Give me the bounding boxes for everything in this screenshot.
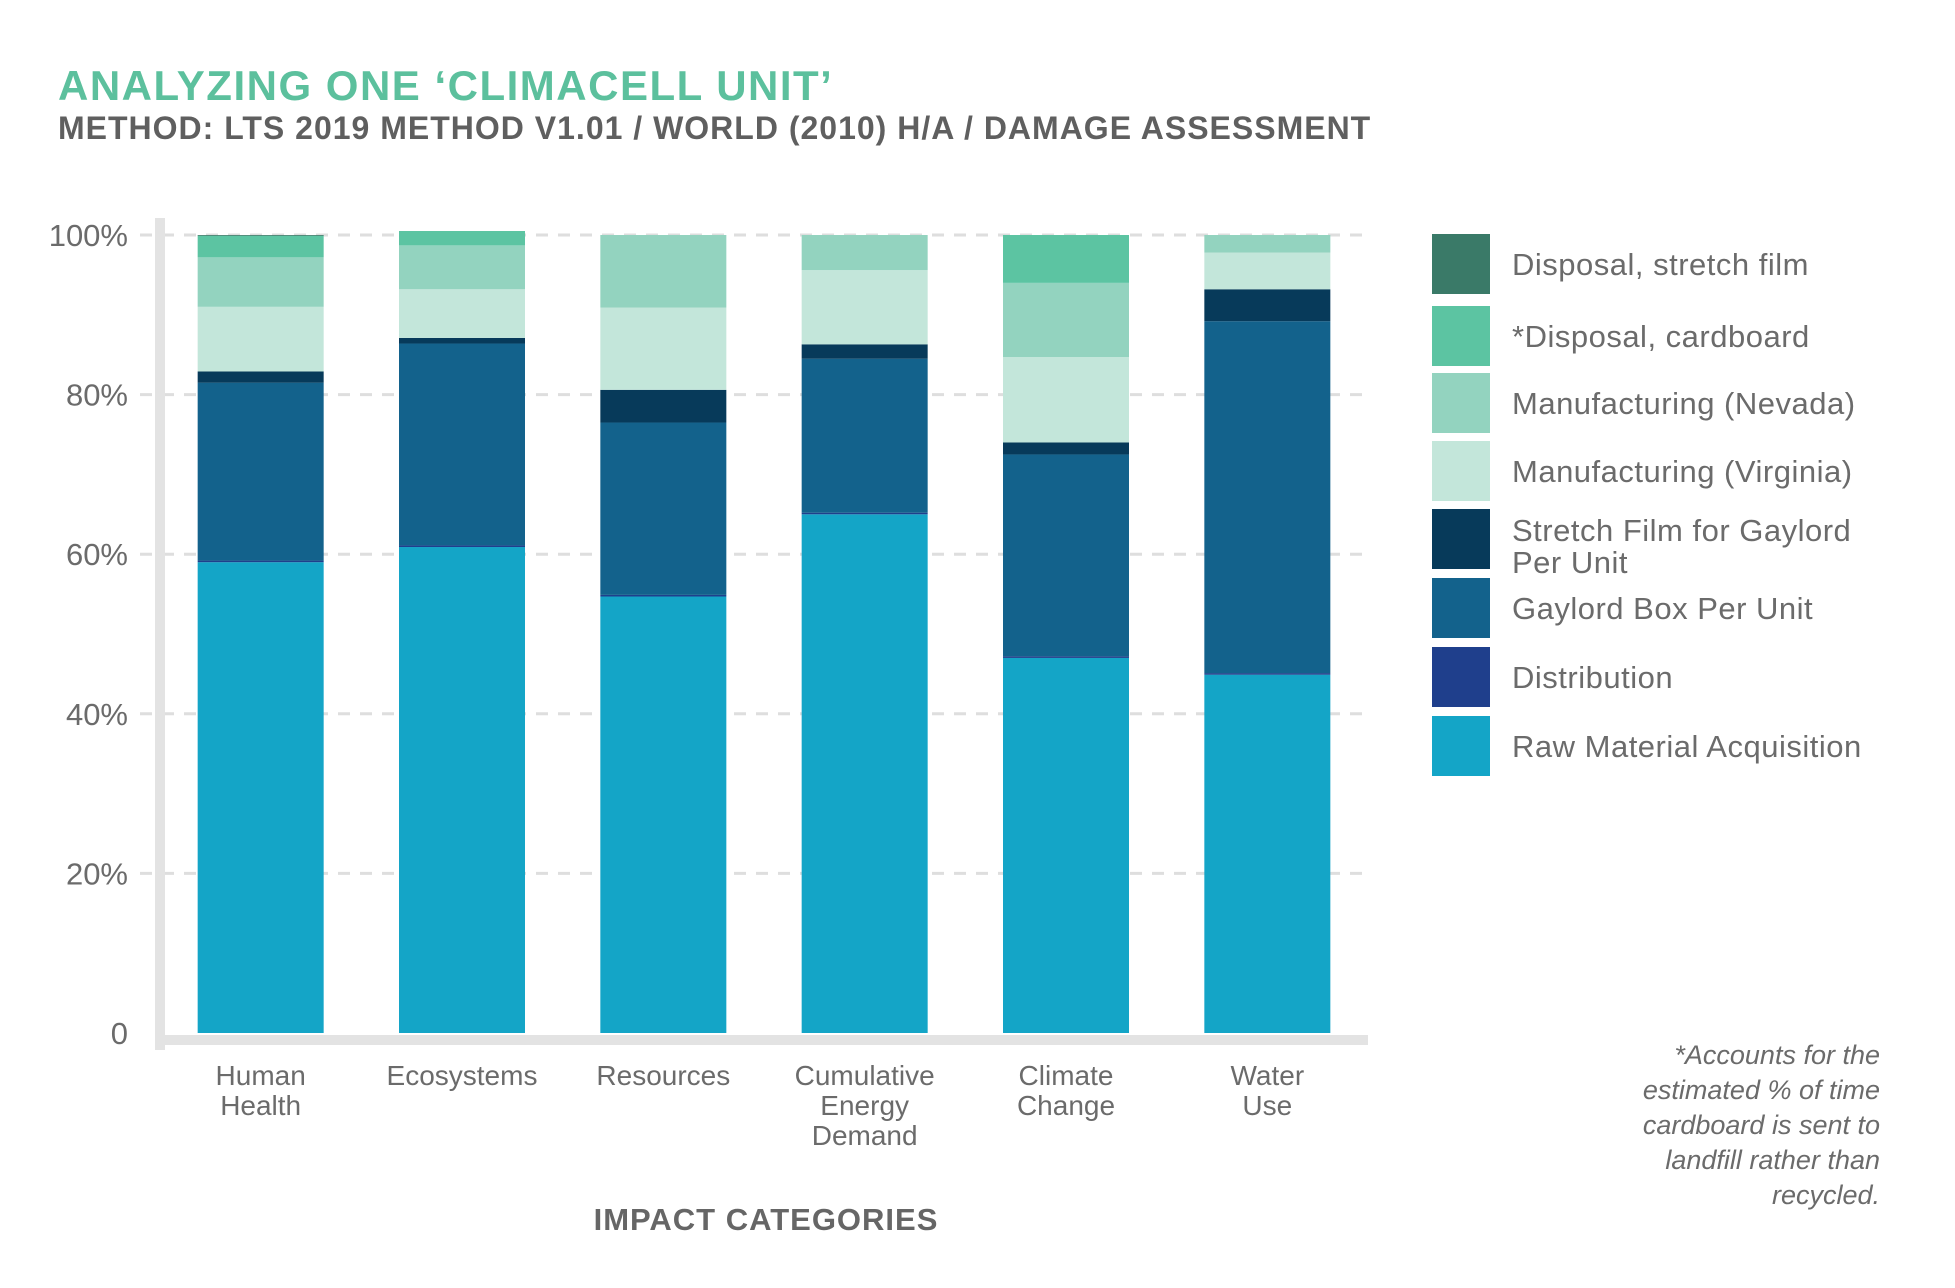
legend-label: Manufacturing (Nevada) bbox=[1512, 386, 1856, 421]
bar-segment-manufacturing-virginia bbox=[399, 289, 525, 338]
x-axis-label: IMPACT CATEGORIES bbox=[594, 1202, 939, 1237]
bar-segment-disposal-cardboard bbox=[1003, 235, 1129, 283]
bar-segment-manufacturing-nevada bbox=[1204, 235, 1331, 253]
legend: Disposal, stretch film *Disposal, cardboa… bbox=[1432, 234, 1862, 776]
legend-swatch bbox=[1432, 373, 1490, 433]
legend-label: *Disposal, cardboard bbox=[1512, 319, 1810, 354]
chart-title: ANALYZING ONE ‘CLIMACELL UNIT’ bbox=[58, 62, 834, 109]
y-tick-label: 80% bbox=[66, 378, 128, 413]
y-tick-label: 20% bbox=[66, 856, 128, 891]
legend-swatch bbox=[1432, 441, 1490, 501]
y-tick-label: 40% bbox=[66, 697, 128, 732]
x-axis-line bbox=[155, 1035, 1368, 1045]
bar-segment-manufacturing-nevada bbox=[197, 257, 324, 307]
bar-segment-distribution bbox=[600, 594, 727, 597]
bar-segment-raw-material-acquisition bbox=[1003, 657, 1129, 1033]
chart-subtitle: METHOD: LTS 2019 METHOD V1.01 / WORLD (2… bbox=[58, 110, 1372, 146]
bar-segment-raw-material-acquisition bbox=[399, 547, 525, 1033]
bar-segment-manufacturing-virginia bbox=[1204, 252, 1331, 290]
legend-label: Gaylord Box Per Unit bbox=[1512, 591, 1813, 626]
x-tick-label: Resources bbox=[596, 1060, 730, 1091]
bar-segment-disposal-cardboard bbox=[197, 235, 324, 258]
bar-segment-stretch-film-for-gaylord-per-unit bbox=[1003, 442, 1129, 455]
bar-segment-gaylord-box-per-unit bbox=[600, 422, 727, 595]
y-axis-line bbox=[155, 218, 165, 1050]
legend-swatch bbox=[1432, 509, 1490, 569]
legend-swatch bbox=[1432, 306, 1490, 366]
bar-segment-gaylord-box-per-unit bbox=[1003, 454, 1129, 657]
footnote: *Accounts for the estimated % of time ca… bbox=[1642, 1040, 1880, 1210]
bar-segment-manufacturing-virginia bbox=[1003, 357, 1129, 443]
bar-segment-gaylord-box-per-unit bbox=[1204, 321, 1331, 674]
bar-segment-manufacturing-nevada bbox=[600, 235, 727, 308]
grid-lines bbox=[140, 233, 1368, 875]
y-tick-labels: 0 20% 40% 60% 80% 100% bbox=[49, 218, 128, 1051]
x-tick-label: Water Use bbox=[1231, 1060, 1305, 1121]
legend-label: Manufacturing (Virginia) bbox=[1512, 454, 1853, 489]
bars bbox=[197, 231, 1331, 1033]
bar-segment-distribution bbox=[399, 545, 525, 548]
bar-segment-distribution bbox=[1003, 656, 1129, 658]
bar-segment-manufacturing-nevada bbox=[1003, 282, 1129, 358]
y-tick-label: 100% bbox=[49, 218, 128, 253]
bar-segment-gaylord-box-per-unit bbox=[399, 343, 525, 546]
x-tick-label: Climate Change bbox=[1017, 1060, 1115, 1121]
y-tick-label: 60% bbox=[66, 537, 128, 572]
x-tick-label: Cumulative Energy Demand bbox=[795, 1060, 935, 1151]
bar-segment-raw-material-acquisition bbox=[600, 596, 727, 1033]
x-tick-label: Human Health bbox=[216, 1060, 306, 1121]
legend-label: Raw Material Acquisition bbox=[1512, 729, 1862, 764]
bar-segment-disposal-stretch-film bbox=[197, 235, 324, 236]
legend-label: Disposal, stretch film bbox=[1512, 247, 1809, 282]
bar-segment-manufacturing-virginia bbox=[801, 270, 928, 345]
legend-label: Distribution bbox=[1512, 660, 1673, 695]
bar-segment-stretch-film-for-gaylord-per-unit bbox=[399, 337, 525, 344]
bar-segment-manufacturing-nevada bbox=[399, 245, 525, 290]
legend-swatch bbox=[1432, 234, 1490, 294]
axes bbox=[155, 218, 1368, 1050]
bar-segment-raw-material-acquisition bbox=[197, 562, 324, 1033]
bar-segment-manufacturing-nevada bbox=[801, 235, 928, 271]
legend-swatch bbox=[1432, 716, 1490, 776]
bar-segment-stretch-film-for-gaylord-per-unit bbox=[197, 371, 324, 383]
bar-segment-stretch-film-for-gaylord-per-unit bbox=[801, 344, 928, 359]
bar-segment-raw-material-acquisition bbox=[801, 514, 928, 1033]
bar-segment-gaylord-box-per-unit bbox=[197, 382, 324, 561]
legend-swatch bbox=[1432, 578, 1490, 638]
y-tick-label: 0 bbox=[111, 1016, 128, 1051]
bar-segment-distribution bbox=[801, 512, 928, 515]
bar-segment-manufacturing-virginia bbox=[600, 307, 727, 390]
legend-swatch bbox=[1432, 647, 1490, 707]
bar-segment-stretch-film-for-gaylord-per-unit bbox=[600, 389, 727, 423]
x-tick-labels: Human Health Ecosystems Resources Cumulative… bbox=[216, 1060, 1305, 1151]
legend-label: Stretch Film for Gaylord Per Unit bbox=[1512, 513, 1851, 580]
bar-segment-raw-material-acquisition bbox=[1204, 674, 1331, 1033]
bar-segment-distribution bbox=[1204, 673, 1331, 675]
bar-segment-disposal-cardboard bbox=[399, 231, 525, 246]
bar-segment-manufacturing-virginia bbox=[197, 306, 324, 372]
bar-segment-stretch-film-for-gaylord-per-unit bbox=[1204, 289, 1331, 322]
x-tick-label: Ecosystems bbox=[387, 1060, 538, 1091]
bar-segment-distribution bbox=[197, 560, 324, 563]
bar-segment-gaylord-box-per-unit bbox=[801, 358, 928, 513]
